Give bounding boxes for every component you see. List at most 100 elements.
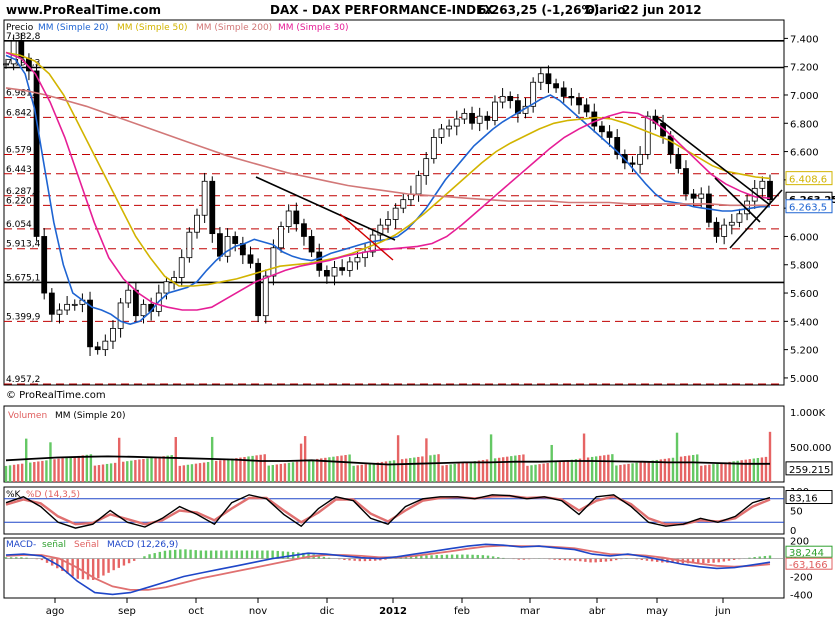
volume-bar bbox=[579, 459, 581, 482]
volume-bar bbox=[142, 459, 144, 482]
volume-bar bbox=[336, 456, 338, 482]
macd-hist-bar bbox=[769, 556, 771, 559]
macd-hist-bar bbox=[246, 551, 248, 559]
candle-body bbox=[133, 290, 138, 315]
candle-body bbox=[424, 159, 429, 176]
volume-bar bbox=[619, 465, 621, 482]
candle-body bbox=[347, 262, 352, 270]
macd-hist-bar bbox=[646, 559, 648, 561]
volume-bar bbox=[308, 460, 310, 482]
volume-bar bbox=[150, 458, 152, 482]
volume-bar bbox=[530, 465, 532, 482]
volume-bar bbox=[235, 458, 237, 482]
level-label: 6.054 bbox=[6, 220, 32, 230]
candle-body bbox=[217, 234, 222, 257]
y-tick-label: 5.600 bbox=[790, 289, 819, 300]
macd-hist-bar bbox=[605, 559, 607, 562]
volume-bar bbox=[417, 457, 419, 482]
volume-bar bbox=[712, 464, 714, 482]
volume-bar bbox=[29, 463, 31, 482]
volume-bar bbox=[207, 462, 209, 482]
volume-bar bbox=[688, 456, 690, 482]
legend-mm200: MM (Simple 200) bbox=[196, 23, 272, 33]
volume-bar bbox=[259, 455, 261, 482]
site-label[interactable]: www.ProRealTime.com bbox=[6, 3, 161, 17]
volume-bar bbox=[98, 465, 100, 482]
volume-bar bbox=[643, 462, 645, 482]
volume-bar bbox=[490, 434, 492, 482]
date-label: 22 jun 2012 bbox=[622, 3, 702, 17]
volume-bar bbox=[728, 462, 730, 482]
macd-hist-bar bbox=[364, 559, 366, 562]
volume-bar bbox=[676, 433, 678, 482]
volume-bar bbox=[583, 434, 585, 482]
macd-tag-label-2: -63,166 bbox=[789, 560, 828, 571]
legend-volumen: Volumen bbox=[8, 411, 47, 421]
macd-hist-bar bbox=[492, 556, 494, 558]
macd-hist-bar bbox=[594, 559, 596, 563]
macd-hist-bar bbox=[430, 555, 432, 558]
volume-bar bbox=[61, 458, 63, 482]
macd-hist-bar bbox=[102, 559, 104, 576]
y-tick-label: 6.000 bbox=[790, 232, 819, 243]
candle-body bbox=[676, 154, 681, 168]
volume-bar bbox=[276, 464, 278, 482]
candle-body bbox=[401, 200, 406, 208]
x-tick-label: may bbox=[646, 606, 668, 617]
legend-macd: MACD- bbox=[6, 540, 36, 550]
legend-volume-mm: MM (Simple 20) bbox=[55, 411, 125, 421]
macd-hist-bar bbox=[184, 549, 186, 558]
volume-tag-label: 259.215 bbox=[789, 465, 830, 476]
volume-bar bbox=[86, 455, 88, 482]
volume-bar bbox=[599, 456, 601, 482]
x-tick-label: jun bbox=[714, 606, 730, 617]
macd-hist-bar bbox=[159, 552, 161, 559]
volume-bar bbox=[704, 465, 706, 482]
volume-bar bbox=[518, 455, 520, 482]
candle-body bbox=[729, 222, 734, 225]
volume-bar bbox=[538, 464, 540, 482]
volume-bar bbox=[69, 457, 71, 482]
macd-hist-bar bbox=[164, 551, 166, 559]
candle-body bbox=[4, 64, 9, 65]
macd-hist-bar bbox=[261, 551, 263, 559]
volume-bar bbox=[623, 464, 625, 482]
volume-bar bbox=[348, 454, 350, 482]
volume-bar bbox=[356, 465, 358, 482]
macd-hist-bar bbox=[574, 559, 576, 561]
candle-body bbox=[279, 227, 284, 248]
volume-bar bbox=[627, 464, 629, 482]
candle-body bbox=[577, 98, 582, 105]
volume-bar bbox=[696, 454, 698, 482]
macd-hist-bar bbox=[466, 555, 468, 559]
candle-body bbox=[416, 176, 421, 194]
candle-body bbox=[65, 304, 70, 310]
macd-hist-bar bbox=[174, 550, 176, 559]
volume-bar bbox=[555, 462, 557, 482]
price-panel: 7.382,87.194,36.981,26.8426.5796.4436.28… bbox=[4, 20, 785, 401]
volume-bar bbox=[203, 463, 205, 482]
volume-bar bbox=[239, 458, 241, 482]
candle-body bbox=[103, 341, 108, 349]
candle-body bbox=[256, 263, 261, 315]
candle-body bbox=[393, 208, 398, 219]
macd-hist-bar bbox=[353, 559, 355, 561]
macd-hist-bar bbox=[97, 559, 99, 579]
volume-bar bbox=[603, 455, 605, 482]
volume-bar bbox=[57, 459, 59, 482]
candle-body bbox=[630, 163, 635, 164]
candle-body bbox=[599, 126, 604, 132]
macd-hist-bar bbox=[589, 559, 591, 563]
level-label: 5.913,4 bbox=[6, 240, 41, 250]
stoch-tick-label: 0 bbox=[790, 526, 796, 537]
candle-body bbox=[42, 236, 47, 293]
level-label: 6.220 bbox=[6, 196, 32, 206]
volume-bar bbox=[288, 463, 290, 482]
volume-bar bbox=[474, 461, 476, 482]
macd-hist-bar bbox=[723, 559, 725, 562]
volume-bar bbox=[122, 462, 124, 482]
volume-bar bbox=[183, 465, 185, 482]
volume-bar bbox=[546, 463, 548, 482]
candle-body bbox=[768, 181, 773, 199]
macd-hist-bar bbox=[579, 559, 581, 562]
